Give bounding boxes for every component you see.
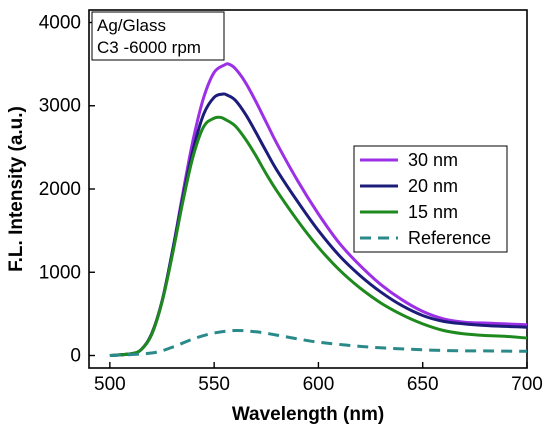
series-line-2: [109, 115, 528, 357]
annotation-box: Ag/Glass C3 -6000 rpm: [91, 11, 225, 61]
legend: 30 nm 20 nm 15 nm Reference: [353, 145, 508, 253]
x-tick-label-700: 700: [511, 374, 543, 395]
x-tick-label-600: 600: [303, 374, 335, 395]
series-line-3: [109, 328, 528, 357]
y-tick-label-4000: 4000: [39, 12, 81, 33]
y-tick-label-2000: 2000: [39, 179, 81, 200]
legend-label-3: Reference: [408, 228, 491, 248]
annotation-frame: [91, 11, 225, 61]
y-tick-label-1000: 1000: [39, 262, 81, 283]
series-lines: [109, 62, 528, 357]
annotation-line-1: Ag/Glass: [97, 16, 166, 35]
x-axis-title: Wavelength (nm): [232, 404, 384, 425]
x-tick-label-550: 550: [198, 374, 230, 395]
annotation-line-2: C3 -6000 rpm: [97, 38, 201, 57]
y-axis-title: F.L. Intensity (a.u.): [6, 106, 27, 272]
x-tick-label-650: 650: [407, 374, 439, 395]
y-tick-label-0: 0: [70, 346, 81, 367]
y-tick-label-3000: 3000: [39, 96, 81, 117]
x-tick-label-500: 500: [94, 374, 126, 395]
legend-label-2: 15 nm: [408, 202, 458, 222]
legend-label-0: 30 nm: [408, 150, 458, 170]
axis-ticks: 500 550 600 650 700 0 1000 2000 3000 4000: [39, 12, 543, 395]
legend-frame: [353, 145, 508, 253]
legend-label-1: 20 nm: [408, 176, 458, 196]
